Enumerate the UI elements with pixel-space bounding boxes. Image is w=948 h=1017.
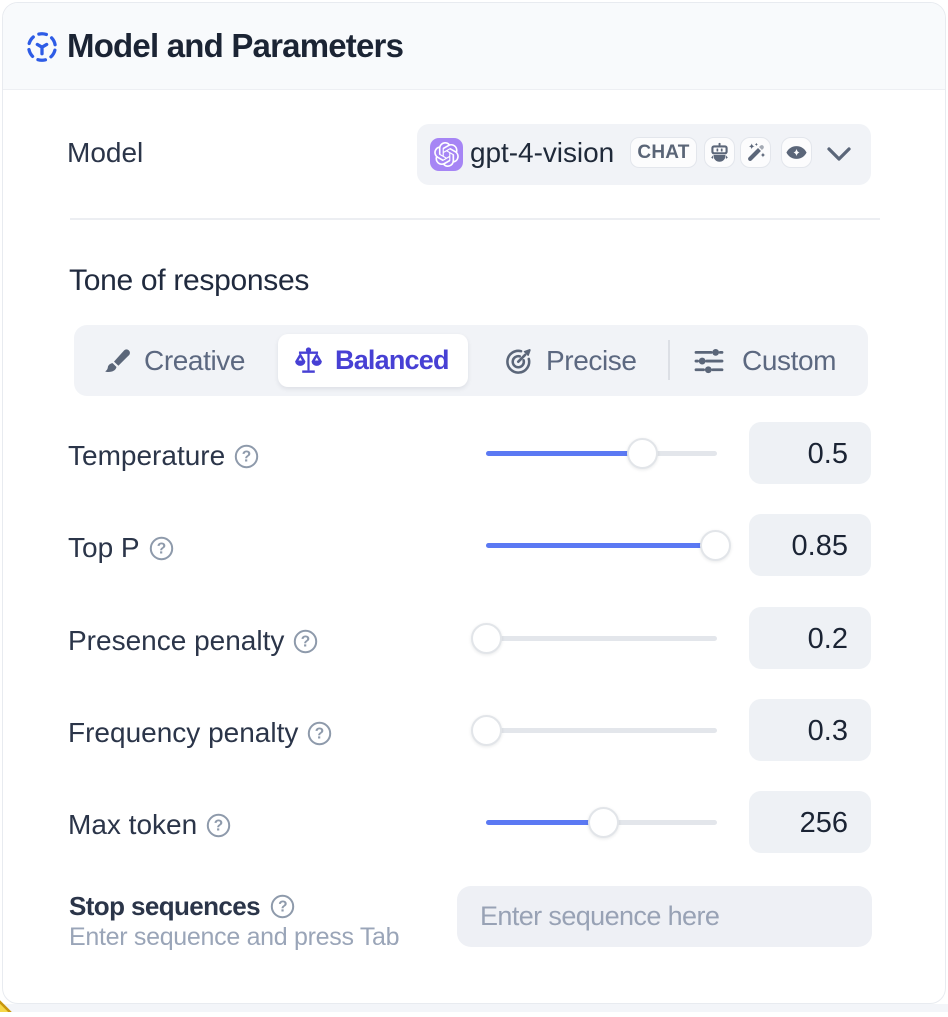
- svg-text:?: ?: [278, 898, 287, 915]
- svg-text:?: ?: [242, 448, 251, 465]
- svg-text:?: ?: [156, 540, 165, 557]
- svg-text:?: ?: [315, 725, 324, 742]
- svg-text:?: ?: [301, 633, 310, 650]
- svg-text:?: ?: [214, 817, 223, 834]
